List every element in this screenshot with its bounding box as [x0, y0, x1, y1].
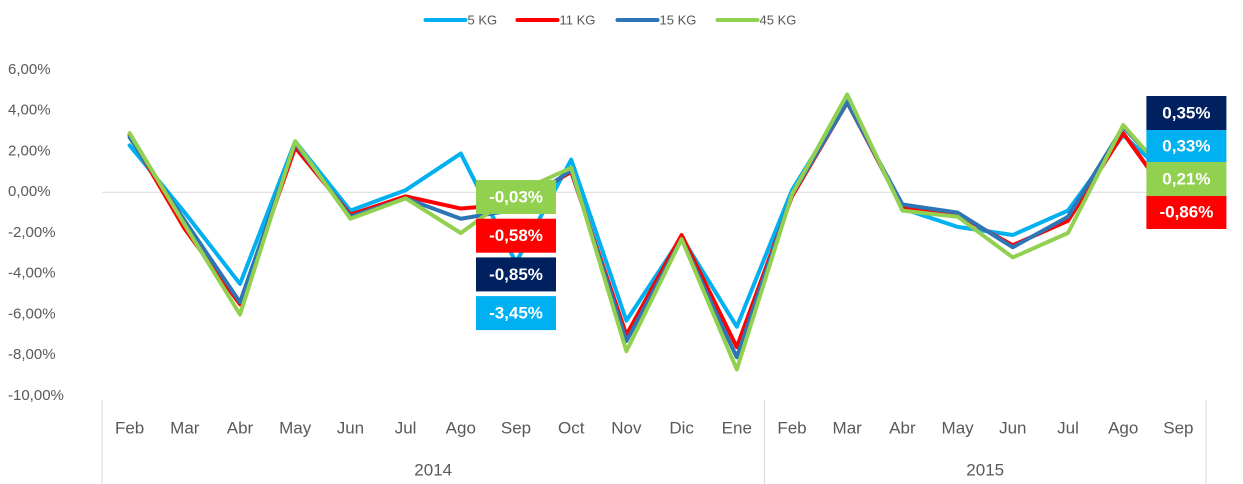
x-tick-label: Nov [611, 418, 642, 437]
x-tick-label: May [279, 418, 312, 437]
data-label: -0,85% [489, 265, 543, 284]
data-label-box [1146, 195, 1227, 229]
data-label-box [476, 218, 556, 253]
x-tick-label: Ago [1108, 418, 1138, 437]
x-tick-label: Jul [1057, 418, 1079, 437]
data-label: 0,33% [1162, 136, 1210, 155]
data-label: -0,58% [489, 226, 543, 245]
x-tick-label: Dic [669, 418, 694, 437]
x-tick-label: Oct [558, 418, 585, 437]
data-label: 0,35% [1162, 103, 1210, 122]
data-label: -3,45% [489, 304, 543, 323]
y-tick-label: -4,00% [8, 265, 56, 282]
x-tick-label: Feb [777, 418, 806, 437]
x-tick-label: Jun [999, 418, 1026, 437]
x-tick-label: Ago [446, 418, 476, 437]
data-label-box [476, 296, 556, 331]
legend-label: 11 KG [560, 12, 596, 27]
x-tick-label: Abr [889, 418, 916, 437]
x-tick-label: Jun [337, 418, 364, 437]
x-tick-label: Ene [722, 418, 752, 437]
legend-label: 45 KG [760, 12, 797, 27]
y-tick-label: 2,00% [8, 142, 51, 159]
data-label-box [1146, 129, 1227, 163]
group-label: 2014 [414, 460, 452, 479]
data-label-box [1146, 162, 1227, 196]
series-line [127, 100, 1181, 350]
x-tick-label: Sep [1163, 418, 1193, 437]
data-label: -0,86% [1159, 202, 1213, 221]
x-tick-label: Mar [833, 418, 863, 437]
data-label-box [476, 257, 556, 292]
x-tick-label: Feb [115, 418, 144, 437]
x-tick-label: Abr [227, 418, 254, 437]
data-label-box [476, 180, 556, 214]
x-tick-label: Sep [501, 418, 531, 437]
data-label: 0,21% [1162, 169, 1210, 188]
y-tick-label: 4,00% [8, 102, 51, 119]
y-tick-label: 6,00% [8, 61, 51, 78]
y-tick-label: -8,00% [8, 346, 56, 363]
legend-label: 15 KG [660, 12, 697, 27]
y-tick-label: -2,00% [8, 224, 56, 241]
group-label: 2015 [966, 460, 1004, 479]
y-tick-label: -6,00% [8, 305, 56, 322]
x-tick-label: Jul [395, 418, 417, 437]
x-tick-label: Mar [170, 418, 200, 437]
x-tick-label: May [942, 418, 975, 437]
legend-label: 5 KG [468, 12, 498, 27]
y-tick-label: -10,00% [8, 387, 64, 404]
y-tick-label: 0,00% [8, 183, 51, 200]
data-label: -0,03% [489, 187, 543, 206]
data-label-box [1146, 96, 1227, 130]
series-line [127, 92, 1181, 372]
